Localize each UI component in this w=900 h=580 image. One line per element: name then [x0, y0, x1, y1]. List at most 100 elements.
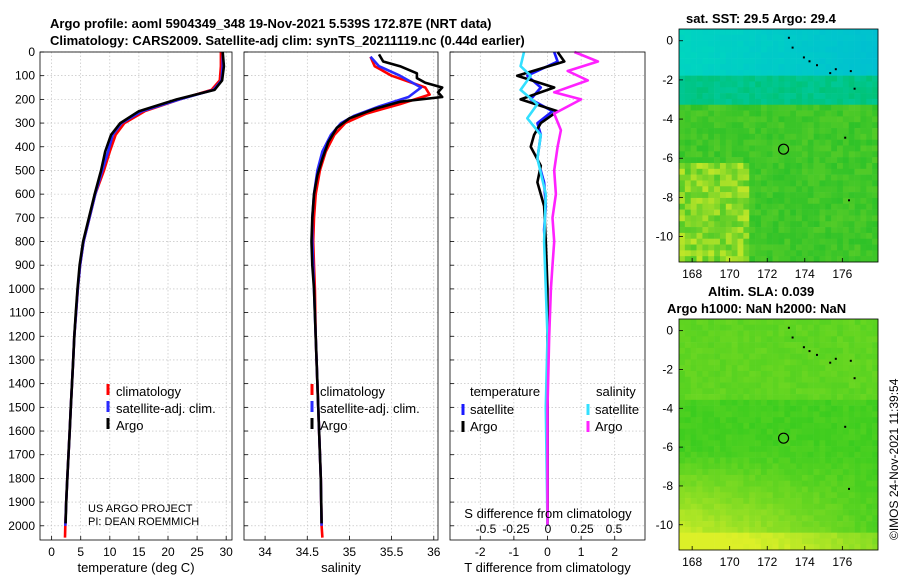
map-cell — [831, 203, 838, 210]
map-cell — [778, 87, 785, 94]
map-cell — [743, 186, 750, 193]
map-cell — [749, 382, 756, 389]
map-cell — [801, 509, 809, 516]
map-cell — [801, 98, 809, 106]
map-cell — [749, 197, 756, 205]
top-tick-label: 0 — [545, 522, 552, 536]
map-cell — [702, 319, 709, 326]
map-cell — [708, 422, 715, 430]
map-cell — [819, 474, 826, 482]
map-cell — [749, 365, 756, 372]
map-cell — [778, 209, 785, 216]
map-cell — [679, 133, 686, 140]
map-cell — [860, 319, 867, 326]
map-cell — [866, 145, 873, 152]
map-cell — [679, 370, 686, 378]
map-cell — [679, 250, 686, 257]
map-cell — [684, 122, 691, 129]
map-cell — [842, 503, 850, 510]
map-cell — [848, 168, 855, 175]
map-cell — [790, 209, 797, 216]
map-cell — [813, 215, 820, 222]
map-cell — [714, 52, 721, 59]
map-cell — [743, 376, 750, 383]
x-tick-label: 25 — [190, 545, 204, 559]
map-cell — [813, 526, 820, 533]
map-cell — [837, 122, 844, 129]
map-cell — [679, 526, 686, 533]
map-cell — [690, 180, 697, 187]
map-cell — [690, 509, 697, 516]
map-cell — [684, 399, 691, 406]
map-cell — [866, 98, 873, 106]
map-cell — [790, 93, 797, 100]
map-cell — [866, 457, 873, 464]
map-cell — [725, 250, 732, 257]
map-cell — [743, 324, 750, 331]
map-cell — [819, 69, 826, 76]
map-cell — [737, 133, 744, 140]
map-cell — [825, 29, 832, 36]
map-cell — [743, 503, 750, 510]
map-cell — [690, 250, 697, 257]
map-cell — [801, 203, 809, 210]
map-cell — [831, 342, 838, 349]
map-cell — [725, 359, 732, 366]
map-cell — [690, 104, 697, 111]
map-cell — [796, 186, 803, 193]
map-cell — [725, 330, 732, 337]
map-cell — [731, 486, 738, 493]
map-cell — [778, 232, 785, 240]
map-cell — [866, 405, 873, 412]
map-cell — [848, 128, 855, 135]
map-cell — [731, 116, 738, 123]
map-cell — [702, 197, 709, 205]
map-cell — [807, 139, 814, 146]
map-cell — [831, 197, 838, 205]
map-cell — [848, 428, 855, 435]
map-cell — [702, 388, 709, 395]
map-cell — [743, 405, 750, 412]
map-cell — [714, 428, 721, 435]
map-cell — [848, 209, 855, 216]
map-cell — [737, 209, 744, 216]
map-cell — [854, 116, 861, 123]
map-cell — [684, 405, 691, 412]
map-cell — [696, 34, 703, 41]
map-cell — [784, 40, 791, 47]
map-cell — [778, 509, 785, 516]
map-cell — [872, 411, 879, 418]
map-cell — [719, 29, 727, 36]
map-cell — [837, 480, 844, 487]
map-cell — [796, 526, 803, 533]
map-cell — [772, 544, 779, 551]
map-cell — [790, 503, 797, 510]
map-cell — [866, 197, 873, 205]
map-cell — [778, 411, 785, 418]
map-cell — [702, 342, 709, 349]
map-cell — [708, 46, 715, 53]
map-cell — [690, 463, 697, 470]
map-cell — [796, 81, 803, 88]
map-cell — [837, 509, 844, 516]
map-cell — [825, 52, 832, 59]
map-cell — [848, 110, 855, 117]
map-cell — [801, 244, 809, 251]
map-cell — [731, 29, 738, 36]
map-cell — [772, 428, 779, 435]
map-cell — [813, 256, 820, 263]
map-cell — [784, 122, 791, 129]
map-cell — [813, 197, 820, 205]
map-cell — [749, 474, 756, 482]
map-cell — [679, 93, 686, 100]
map-cell — [842, 486, 850, 493]
map-cell — [749, 422, 756, 430]
map-cell — [837, 58, 844, 65]
map-cell — [696, 319, 703, 326]
map-cell — [708, 116, 715, 123]
map-cell — [813, 227, 820, 234]
map-cell — [679, 215, 686, 222]
map-cell — [772, 110, 779, 117]
map-cell — [784, 168, 791, 175]
map-cell — [819, 174, 826, 181]
